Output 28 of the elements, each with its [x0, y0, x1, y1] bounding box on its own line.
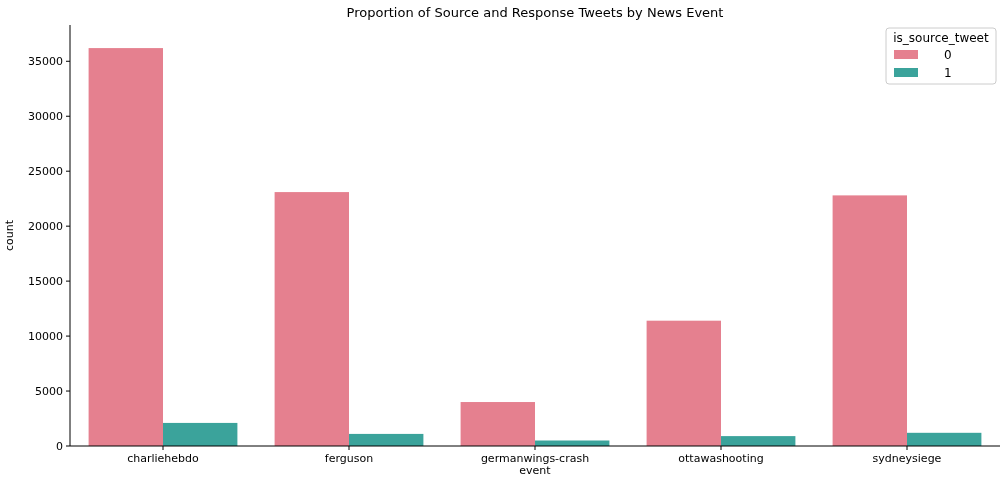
y-tick-label: 20000 [28, 220, 63, 234]
bar [907, 432, 982, 446]
y-tick-label: 30000 [28, 110, 63, 124]
bar [832, 195, 907, 446]
chart-title: Proportion of Source and Response Tweets by News Event [346, 5, 724, 20]
bar [460, 402, 535, 446]
x-axis-title: event [519, 464, 552, 477]
y-tick-label: 5000 [35, 385, 63, 399]
y-tick-label: 10000 [28, 330, 63, 344]
legend-label: 0 [944, 48, 952, 62]
bar [274, 192, 349, 446]
x-tick-label: sydneysiege [872, 452, 942, 465]
y-tick-label: 0 [56, 440, 63, 453]
y-tick-label: 15000 [28, 275, 63, 289]
x-tick-label: ferguson [324, 452, 374, 465]
y-axis-title: count [3, 219, 16, 252]
legend-title: is_source_tweet [893, 31, 989, 45]
x-tick-label: germanwings-crash [480, 452, 590, 465]
bar [349, 433, 424, 446]
bar [646, 320, 721, 446]
x-tick-label: ottawashooting [678, 452, 764, 465]
bar [721, 436, 796, 446]
y-tick-label: 35000 [28, 55, 63, 69]
bar [88, 48, 163, 446]
x-tick-label: charliehebdo [127, 452, 200, 465]
legend-label: 1 [944, 66, 952, 80]
y-tick-label: 25000 [28, 165, 63, 179]
bar [163, 422, 238, 446]
